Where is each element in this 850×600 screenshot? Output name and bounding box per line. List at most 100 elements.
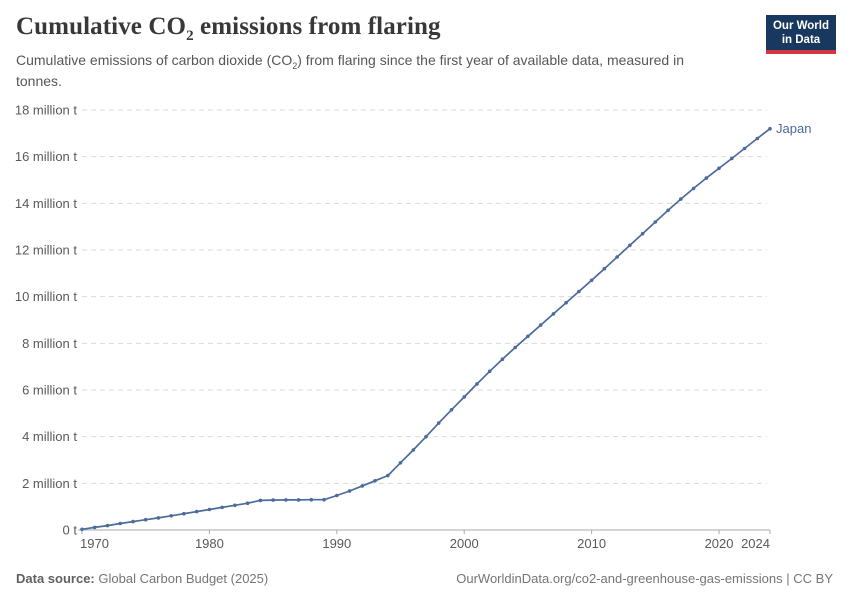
data-point (322, 497, 326, 502)
footer-license: CC BY (793, 571, 833, 586)
data-point (424, 434, 428, 439)
data-point (564, 300, 568, 305)
data-point (207, 507, 212, 512)
data-point (755, 136, 760, 141)
data-point (640, 231, 645, 236)
y-gridlines (82, 109, 767, 484)
x-axis-label: 1970 (80, 536, 109, 551)
data-point (500, 357, 505, 362)
chart-title-text-2: emissions from flaring (193, 13, 441, 40)
data-point (436, 421, 441, 425)
y-axis-label: 8 million t (22, 336, 77, 351)
data-point (105, 523, 110, 528)
data-point (80, 527, 84, 532)
data-source-value: Global Carbon Budget (2025) (98, 571, 269, 586)
data-point (373, 479, 377, 483)
y-axis-labels: 0 t 2 million t 4 million t 6 million t 8 mi… (15, 103, 78, 538)
chart-title-text: Cumulative CO (16, 13, 187, 40)
data-point (347, 489, 352, 493)
data-point (156, 516, 161, 520)
data-point (526, 334, 530, 339)
y-axis-label: 10 million t (15, 289, 78, 304)
data-point (92, 525, 97, 530)
y-axis-label: 0 t (63, 523, 78, 538)
data-point (768, 126, 772, 131)
data-point (538, 323, 543, 327)
y-axis-label: 6 million t (22, 383, 77, 398)
x-axis-label: 2010 (577, 536, 606, 551)
data-point (513, 345, 517, 350)
data-point (220, 505, 224, 510)
data-point (666, 208, 670, 213)
x-axis: 1970 1980 1990 2000 2010 2020 2024 (78, 529, 771, 551)
y-axis-label: 18 million t (15, 103, 78, 118)
data-points (80, 126, 772, 532)
data-point (143, 517, 148, 522)
data-point (602, 266, 607, 271)
data-point (271, 498, 275, 502)
data-point (131, 519, 135, 524)
data-point (182, 511, 186, 516)
subtitle-subscript: 2 (292, 60, 298, 71)
data-point (386, 473, 390, 478)
chart-subtitle: Cumulative emissions of carbon dioxide (… (16, 50, 741, 92)
data-point (411, 448, 416, 452)
data-point (628, 243, 632, 248)
data-point (487, 369, 492, 374)
data-point (462, 395, 467, 399)
y-axis-label: 14 million t (15, 196, 78, 211)
y-axis-label: 2 million t (22, 476, 77, 491)
data-point (717, 166, 721, 171)
data-point (296, 498, 301, 502)
data-point (398, 461, 403, 465)
subtitle-text-2: ) from flaring since the first year of a… (297, 52, 684, 68)
subtitle-text-3: tonnes. (16, 73, 62, 89)
data-point (284, 498, 288, 502)
data-point (309, 497, 314, 502)
data-point (589, 278, 594, 283)
y-axis-label: 16 million t (15, 149, 78, 164)
data-point (742, 146, 747, 151)
data-point (335, 493, 339, 498)
x-axis-label: 1990 (322, 536, 351, 551)
owid-logo-line1: Our World (772, 20, 829, 32)
x-axis-label: 2020 (705, 536, 734, 551)
data-point (551, 312, 556, 316)
chart-footer: Data source: Global Carbon Budget (2025)… (16, 571, 833, 586)
chart-title: Cumulative CO2 emissions from flaring (16, 13, 836, 44)
x-axis-label: 2000 (450, 536, 479, 551)
data-source-label: Data source: (16, 571, 95, 586)
data-point (704, 176, 709, 180)
data-line (81, 128, 771, 531)
data-point (360, 484, 365, 488)
data-point (258, 498, 263, 503)
owid-logo[interactable]: Our World in Data (766, 15, 836, 54)
data-point (653, 220, 658, 224)
subtitle-text: Cumulative emissions of carbon dioxide (… (16, 52, 293, 68)
y-axis-label: 4 million t (22, 429, 77, 444)
footer-url[interactable]: OurWorldinData.org/co2-and-greenhouse-ga… (456, 571, 783, 586)
footer-separator: | (786, 571, 790, 586)
data-point (194, 509, 199, 514)
data-point (245, 501, 250, 506)
footer-link[interactable]: OurWorldinData.org/co2-and-greenhouse-ga… (456, 571, 833, 586)
data-point (691, 186, 696, 191)
x-axis-label: 2024 (741, 536, 770, 551)
data-point (118, 521, 122, 526)
chart-title-subscript: 2 (186, 28, 194, 44)
y-axis-label: 12 million t (15, 243, 78, 258)
data-source[interactable]: Data source: Global Carbon Budget (2025) (16, 571, 268, 586)
series-end-label[interactable]: Japan (776, 121, 811, 136)
data-point (577, 289, 581, 294)
data-point (475, 382, 479, 386)
data-point (730, 156, 734, 161)
owid-logo-line2: in Data (781, 34, 821, 46)
data-point (615, 255, 619, 259)
x-axis-label: 1980 (195, 536, 224, 551)
chart-header: Cumulative CO2 emissions from flaring Cu… (16, 13, 836, 92)
data-point (449, 408, 454, 412)
data-point (679, 197, 683, 201)
data-point (169, 514, 173, 518)
